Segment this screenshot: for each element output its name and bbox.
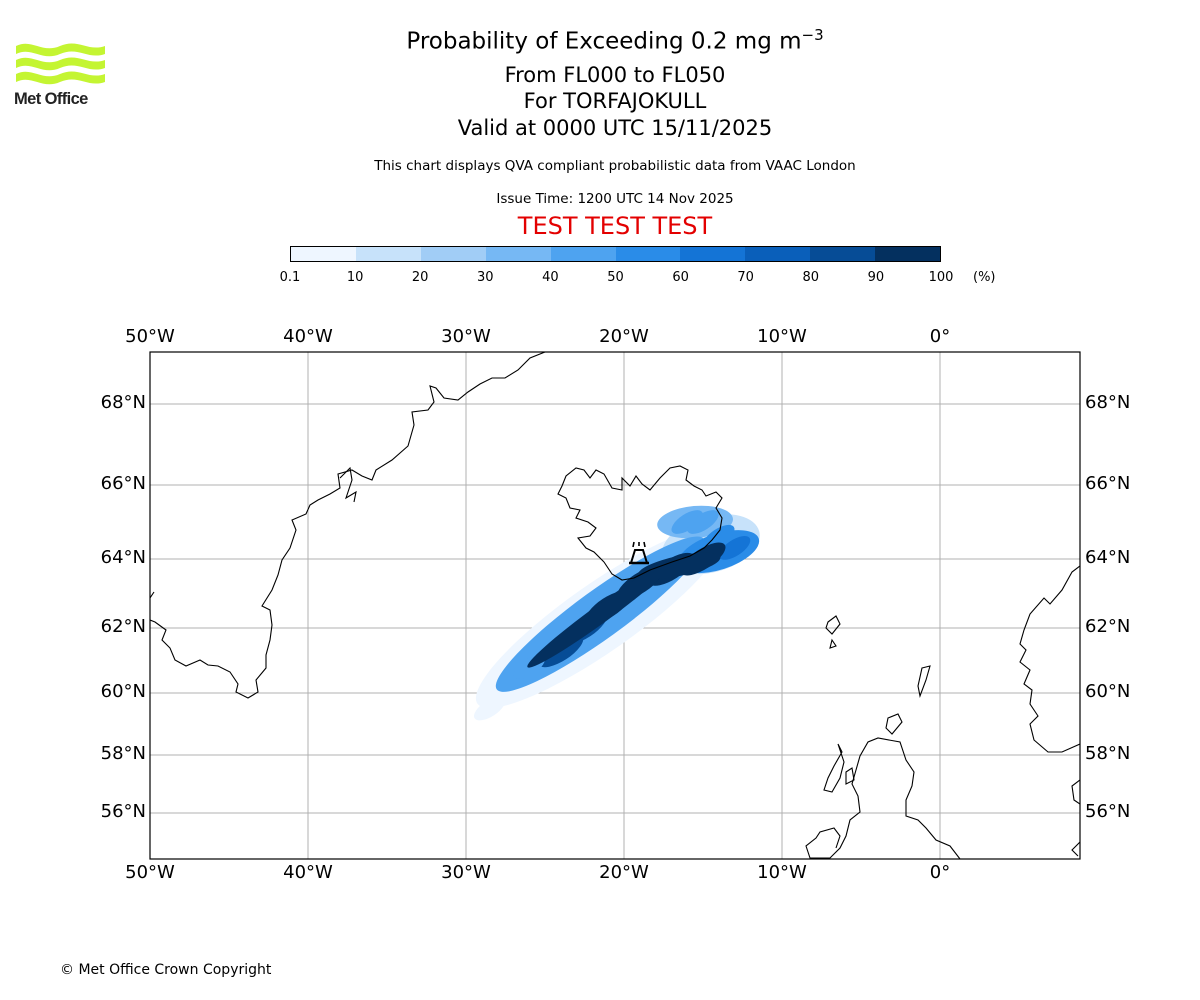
coastline-denmark-edge (1071, 841, 1080, 857)
map-frame (149, 351, 1081, 860)
longitude-label: 10°W (757, 326, 807, 347)
colorbar-tick-label: 90 (867, 270, 885, 285)
latitude-label: 66°N (1085, 473, 1131, 494)
colorbar-segment (485, 247, 551, 261)
coastline-norway (1019, 565, 1080, 753)
colorbar-segment (420, 247, 486, 261)
latitude-label: 60°N (1085, 681, 1131, 702)
coastline-hebrides (823, 743, 845, 793)
issue-time: Issue Time: 1200 UTC 14 Nov 2025 (496, 191, 734, 207)
test-banner: TEST TEST TEST (517, 212, 713, 240)
longitude-label: 40°W (283, 862, 333, 883)
colorbar-tick-label: 40 (542, 270, 559, 285)
coastline-shetland (917, 665, 931, 698)
coastline-greenland (150, 352, 546, 699)
ash-plume (473, 505, 760, 721)
coastline-iceland (557, 465, 723, 581)
colorbar-segment (615, 247, 681, 261)
colorbar-segment (875, 247, 941, 261)
colorbar (290, 246, 941, 262)
colorbar-tick-label: 80 (802, 270, 820, 285)
longitude-label: 10°W (757, 862, 807, 883)
coastline-scotland (805, 737, 1080, 859)
latitude-label: 58°N (100, 743, 146, 764)
longitude-label: 50°W (125, 326, 175, 347)
latitude-label: 64°N (100, 547, 146, 568)
plume-cell (718, 536, 751, 560)
longitude-label: 0° (929, 326, 951, 347)
latitude-label: 62°N (1085, 616, 1131, 637)
plume-cell (671, 510, 703, 534)
coastline-greenland-inlet (339, 466, 357, 503)
plume-cell (687, 510, 719, 534)
colorbar-segment (680, 247, 746, 261)
latitude-label: 68°N (1085, 392, 1131, 413)
colorbar-tick-label: 30 (477, 270, 494, 285)
longitude-label: 30°W (441, 326, 491, 347)
coastlines (150, 352, 1080, 859)
title-superscript: −3 (801, 26, 824, 44)
flight-level-range: From FL000 to FL050 (504, 63, 726, 87)
colorbar-tick-label: 50 (607, 270, 624, 285)
colorbar-units: (%) (973, 270, 996, 285)
latitude-label: 56°N (1085, 801, 1131, 822)
latitude-label: 58°N (1085, 743, 1131, 764)
plume-cell (473, 696, 506, 721)
volcano-icon (629, 541, 649, 565)
colorbar-tick-label: 0.1 (279, 270, 301, 285)
copyright: © Met Office Crown Copyright (60, 962, 272, 978)
longitude-label: 30°W (441, 862, 491, 883)
coastline-sweden-edge (1071, 779, 1080, 805)
plume-cell (638, 552, 721, 580)
colorbar-segment (745, 247, 811, 261)
latitude-label: 56°N (100, 801, 146, 822)
colorbar-segment (810, 247, 876, 261)
latitude-label: 62°N (100, 616, 146, 637)
colorbar-tick-label: 20 (411, 270, 429, 285)
coastline-faroe-south (829, 638, 837, 649)
longitude-label: 50°W (125, 862, 175, 883)
longitude-label: 20°W (599, 862, 649, 883)
colorbar-segment (355, 247, 421, 261)
plume-cell (703, 524, 735, 549)
met-office-logo-icon (16, 43, 105, 85)
chart-title: Probability of Exceeding 0.2 mg m−3 (406, 26, 824, 55)
colorbar-segment (291, 247, 356, 261)
latitude-label: 60°N (100, 681, 146, 702)
coastline-skye (845, 767, 855, 785)
subtitle: This chart displays QVA compliant probab… (374, 158, 856, 174)
coastline-faroe (825, 615, 841, 635)
coastline-orkney (885, 713, 903, 735)
latitude-label: 64°N (1085, 547, 1131, 568)
latitude-label: 66°N (100, 473, 146, 494)
longitude-label: 0° (929, 862, 951, 883)
longitude-label: 40°W (283, 326, 333, 347)
logo-text: Met Office (14, 90, 88, 108)
colorbar-segment (550, 247, 616, 261)
longitude-label: 20°W (599, 326, 649, 347)
colorbar-tick-label: 100 (928, 270, 954, 285)
volcano-name: For TORFAJOKULL (523, 89, 707, 113)
colorbar-tick-label: 60 (672, 270, 689, 285)
colorbar-tick-label: 70 (737, 270, 754, 285)
colorbar-tick-label: 10 (346, 270, 364, 285)
coastline-greenland-tip (150, 591, 155, 599)
valid-time: Valid at 0000 UTC 15/11/2025 (457, 116, 773, 140)
plume-cell (527, 560, 674, 668)
latitude-label: 68°N (100, 392, 146, 413)
